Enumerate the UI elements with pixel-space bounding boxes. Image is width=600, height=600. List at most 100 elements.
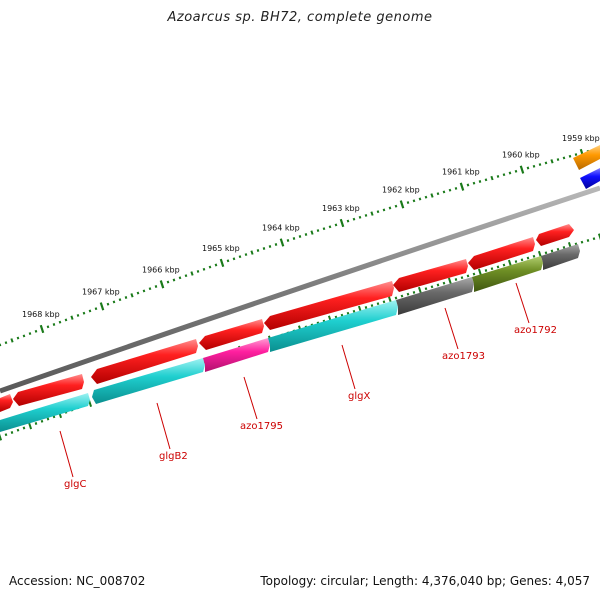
inner-dot <box>364 306 368 309</box>
inner-dot <box>592 237 596 241</box>
scale-dot <box>526 166 530 170</box>
scale-dot <box>28 332 32 336</box>
inner-dot <box>520 258 524 262</box>
scale-label: 1963 kbp <box>322 204 360 213</box>
scale-dot <box>322 227 326 231</box>
inner-dot <box>484 269 488 272</box>
scale-dot <box>364 213 368 217</box>
scale-dot <box>394 204 398 208</box>
inner-dot <box>580 240 584 244</box>
inner-dot <box>442 281 446 285</box>
scale-dot <box>124 296 128 299</box>
forward-gene <box>91 339 198 384</box>
inner-dot <box>496 265 500 269</box>
scale-dot <box>334 223 338 227</box>
inner-dot <box>466 274 470 278</box>
scale-dot <box>136 291 140 295</box>
forward-strand-genes <box>0 224 574 412</box>
scale-dot <box>142 289 146 293</box>
inner-dot <box>4 433 8 437</box>
scale-dot <box>130 293 134 298</box>
inner-dot <box>382 300 386 304</box>
scale-dot <box>82 311 86 315</box>
inner-dot <box>436 283 440 287</box>
scale-dot <box>466 183 470 187</box>
scale-dot <box>10 338 14 343</box>
topology-text: Topology: circular; Length: 4,376,040 bp… <box>260 574 590 588</box>
reverse-gene-glgX <box>268 300 398 352</box>
scale-dot <box>298 235 302 238</box>
scale-dot <box>232 257 236 261</box>
scale-dot <box>412 199 416 203</box>
inner-dot <box>370 304 374 308</box>
map-title: Azoarcus sp. BH72, complete genome <box>167 10 433 25</box>
scale-dot <box>556 158 560 162</box>
forward-gene <box>468 237 535 270</box>
scale-dot <box>262 247 266 250</box>
scale-dot <box>310 230 314 235</box>
scale-dot <box>442 190 446 194</box>
reverse-gene-glgC <box>0 393 90 432</box>
gene-label: glgX <box>348 391 370 402</box>
scale-dot <box>244 253 248 257</box>
inner-dot <box>454 278 458 281</box>
scale-dot <box>346 219 350 223</box>
scale-dot <box>0 343 2 347</box>
scale-dot <box>562 156 566 160</box>
inner-dot <box>502 263 506 267</box>
scale-dot <box>22 334 26 338</box>
scale-dot <box>316 229 320 233</box>
scale-major-tick <box>459 182 465 191</box>
gene-label: glgB2 <box>159 451 188 462</box>
scale-major-tick <box>219 258 225 268</box>
inner-dot <box>10 431 14 434</box>
scale-dot <box>112 300 116 304</box>
inner-major-tick <box>417 286 423 295</box>
scale-label: 1962 kbp <box>382 185 420 194</box>
scale-major-tick <box>159 280 165 289</box>
scale-major-tick <box>279 238 285 247</box>
scale-dot <box>538 163 542 167</box>
scale-dot <box>46 325 50 329</box>
scale-label: 1968 kbp <box>22 310 60 319</box>
genome-backbone <box>0 185 600 394</box>
scale-dot <box>430 193 434 198</box>
inner-dot <box>40 419 44 423</box>
scale-dot <box>64 318 68 322</box>
inner-dot <box>556 247 560 251</box>
scale-dot <box>568 154 572 158</box>
scale-dot <box>148 287 152 291</box>
forward-gene <box>0 394 13 412</box>
scale-dot <box>166 280 170 284</box>
inner-major-tick <box>477 268 483 276</box>
scale-label: 1960 kbp <box>502 151 540 160</box>
scale-dot <box>484 178 488 182</box>
inner-major-tick <box>27 422 33 430</box>
scale-dot <box>286 239 290 242</box>
forward-gene <box>13 374 84 406</box>
scale-label: 1964 kbp <box>262 224 300 233</box>
inner-dot <box>352 309 356 313</box>
inner-dot <box>526 256 530 260</box>
scale-major-tick <box>519 165 525 174</box>
scale-dot <box>388 206 392 210</box>
scale-dot <box>256 249 260 252</box>
scale-dot <box>58 320 62 324</box>
inner-major-tick <box>447 277 453 285</box>
scale-label: 1966 kbp <box>142 265 180 274</box>
scale-dot <box>472 181 476 185</box>
scale-dot <box>376 210 380 214</box>
inner-dot <box>472 272 476 276</box>
reverse-gene-azo1792 <box>472 256 543 292</box>
scale-dot <box>154 285 158 288</box>
inner-dot <box>562 246 566 249</box>
orange-feature <box>573 145 600 170</box>
scale-dot <box>502 173 506 177</box>
scale-dot <box>88 309 92 313</box>
scale-dot <box>250 250 254 255</box>
scale-dot <box>214 263 218 267</box>
inner-dot <box>46 417 50 421</box>
gene-label: azo1795 <box>240 421 283 432</box>
scale-dot <box>226 259 230 263</box>
scale-label: 1961 kbp <box>442 168 480 177</box>
